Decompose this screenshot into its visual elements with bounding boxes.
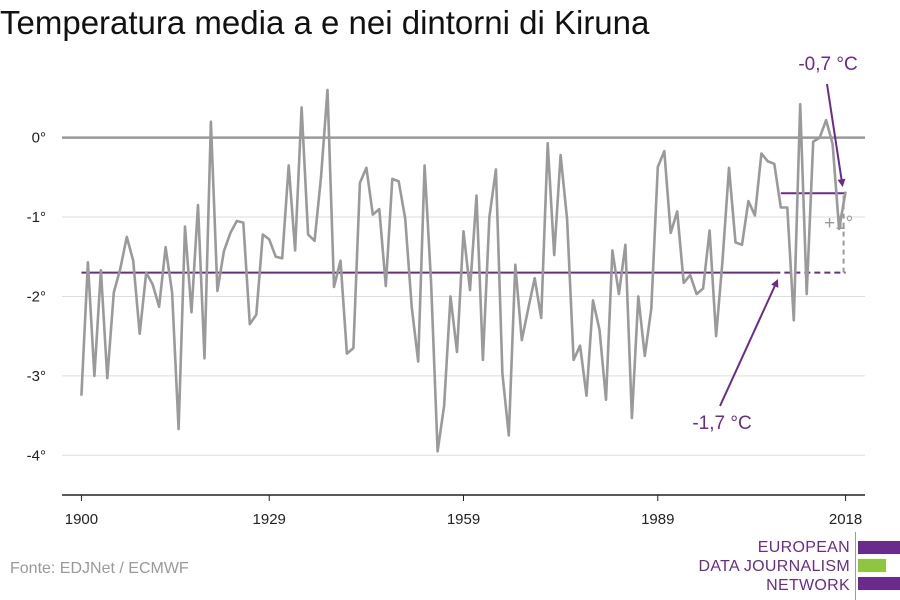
grid-lines: 0° -1° -2° -3° -4° [27, 130, 865, 464]
chart-title: Temperatura media a e nei dintorni di Ki… [0, 4, 650, 41]
annotations: -0,7 °C -1,7 °C +1° [692, 54, 857, 434]
logo-line-data-journalism: DATA JOURNALISM [698, 558, 850, 575]
x-tick-label: 1900 [65, 511, 98, 528]
temperature-series [80, 88, 847, 453]
x-tick-label: 2018 [829, 511, 862, 528]
edjnet-logo: EUROPEAN DATA JOURNALISM NETWORK [698, 532, 900, 600]
logo-line-network: NETWORK [766, 577, 850, 594]
x-tick-label: 1989 [641, 511, 674, 528]
annotation-recent: -0,7 °C [798, 54, 857, 75]
logo-divider [855, 532, 856, 600]
arrow-recent [826, 83, 846, 188]
y-tick-label: -4° [27, 447, 46, 464]
logo-bar-purple-bottom [858, 577, 900, 590]
temperature-line [80, 88, 847, 453]
y-tick-label: -3° [27, 368, 46, 385]
arrow-baseline [719, 278, 779, 407]
logo-line-european: EUROPEAN [757, 539, 850, 556]
x-tick-label: 1929 [253, 511, 286, 528]
logo-bar-green [858, 559, 886, 572]
y-tick-label: -2° [27, 288, 46, 305]
annotation-difference: +1° [824, 213, 853, 234]
source-note: Fonte: EDJNet / ECMWF [10, 560, 189, 577]
annotation-baseline: -1,7 °C [692, 413, 751, 434]
x-axis: 1900 1929 1959 1989 2018 [62, 494, 865, 528]
y-tick-label: 0° [32, 130, 46, 147]
logo-bar-purple-top [858, 541, 900, 554]
y-tick-label: -1° [27, 209, 46, 226]
x-tick-label: 1959 [447, 511, 480, 528]
